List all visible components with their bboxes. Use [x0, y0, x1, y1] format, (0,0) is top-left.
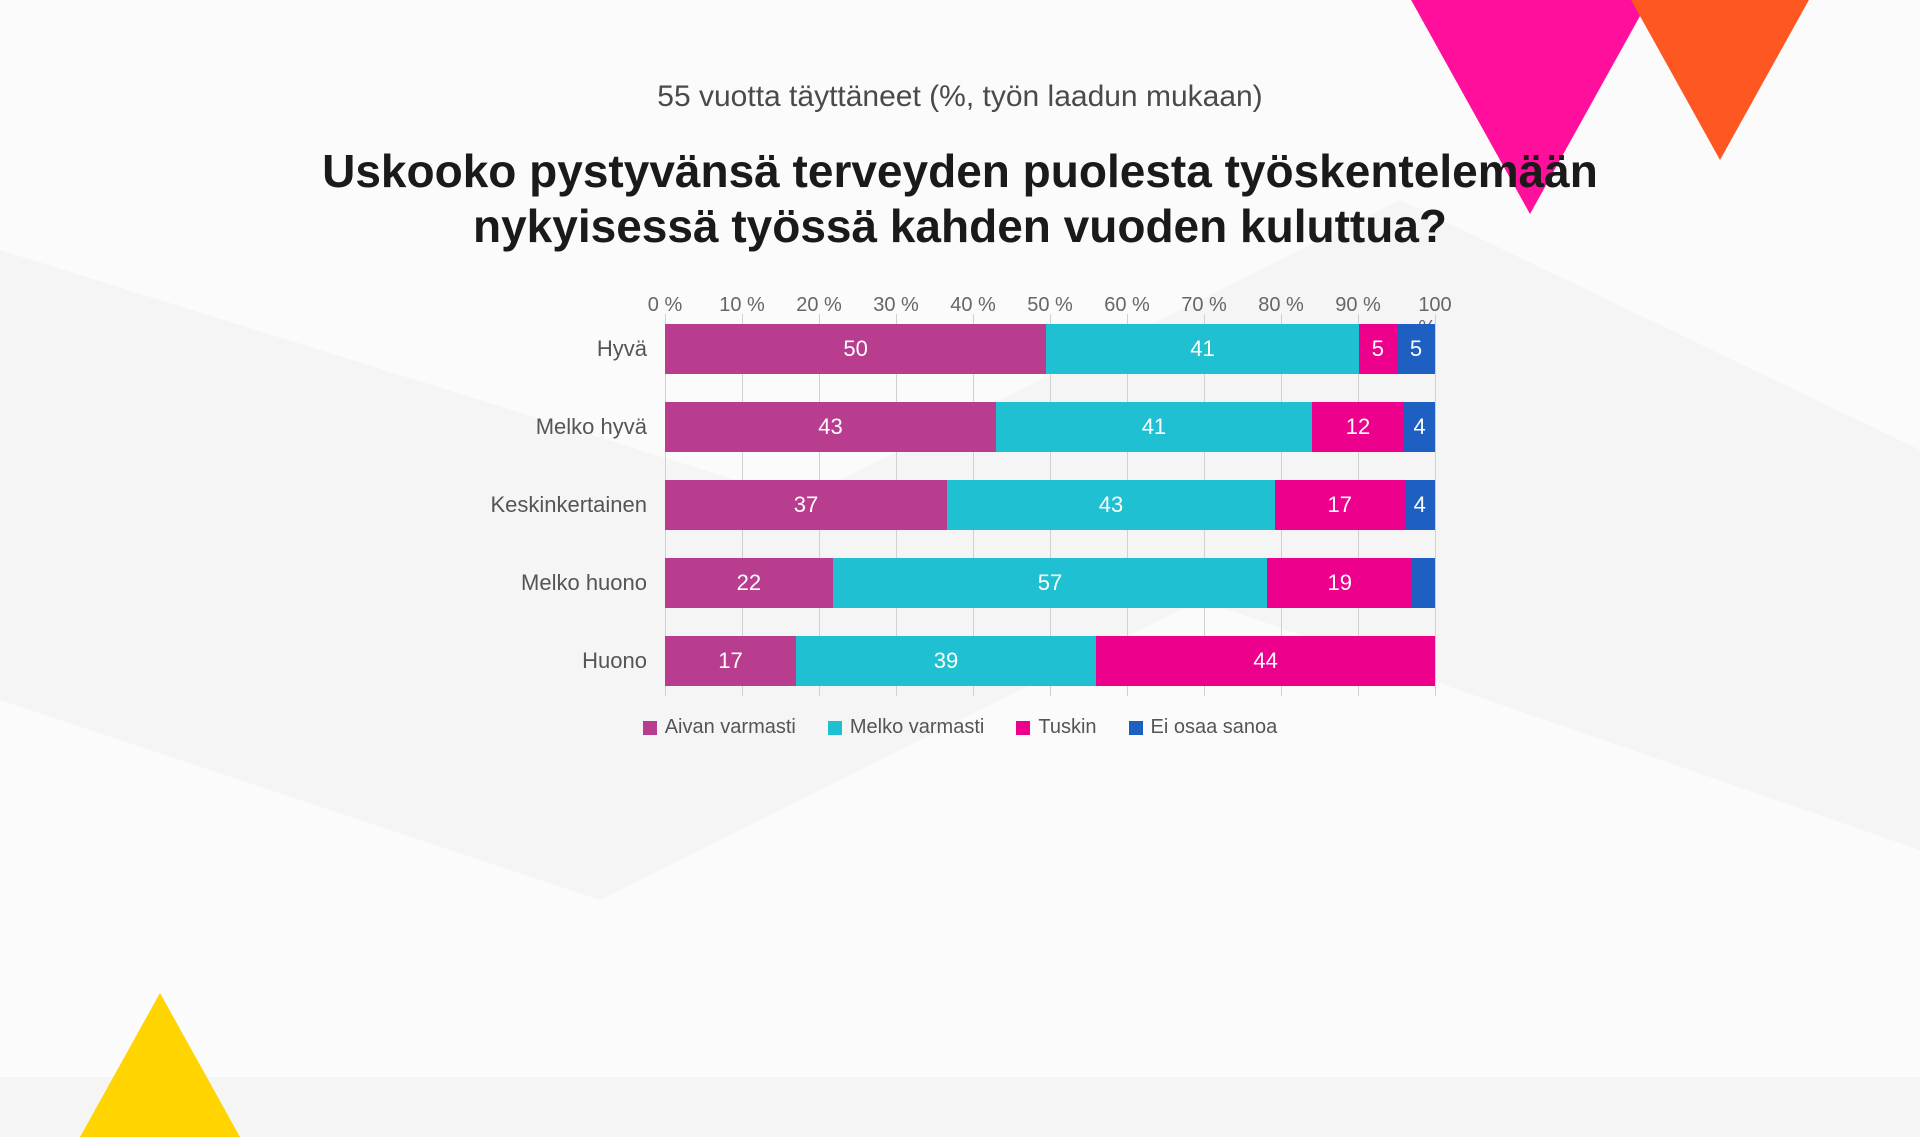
x-axis-tick: 10 %: [719, 294, 765, 317]
chart-row: Hyvä504155: [485, 324, 1435, 374]
x-axis-tick: 60 %: [1104, 294, 1150, 317]
x-axis-tick: 30 %: [873, 294, 919, 317]
row-label: Keskinkertainen: [485, 492, 665, 518]
legend-item: Tuskin: [1016, 716, 1096, 739]
bar-segment: 22: [665, 558, 833, 608]
bar-segment: 43: [947, 480, 1275, 530]
bar-segment: [1412, 558, 1435, 608]
bar-segment: 12: [1312, 402, 1404, 452]
legend-item: Melko varmasti: [828, 716, 984, 739]
bar-segment: 5: [1359, 324, 1397, 374]
bar-segment: 39: [796, 636, 1096, 686]
x-axis-tick: 40 %: [950, 294, 996, 317]
chart-row: Keskinkertainen3743174: [485, 480, 1435, 530]
bar-segment: 19: [1267, 558, 1412, 608]
bar-track: 504155: [665, 324, 1435, 374]
x-axis-tick: 0 %: [648, 294, 682, 317]
bar-segment: 41: [1046, 324, 1359, 374]
row-label: Melko hyvä: [485, 414, 665, 440]
legend-swatch: [1129, 721, 1143, 735]
bar-segment: 4: [1404, 402, 1435, 452]
bar-segment: 41: [996, 402, 1312, 452]
bar-segment: 17: [665, 636, 796, 686]
chart-area: 0 % 10 % 20 % 30 % 40 % 50 % 60 % 70 % 80 % 90 % 1…: [485, 294, 1435, 739]
legend-label: Tuskin: [1038, 716, 1096, 739]
chart-row: Melko huono225719: [485, 558, 1435, 608]
x-axis-tick: 50 %: [1027, 294, 1073, 317]
chart-rows: Hyvä504155Melko hyvä4341124Keskinkertain…: [485, 324, 1435, 686]
legend-swatch: [828, 721, 842, 735]
legend-swatch: [643, 721, 657, 735]
chart-row: Melko hyvä4341124: [485, 402, 1435, 452]
bar-segment: 57: [833, 558, 1268, 608]
legend-item: Ei osaa sanoa: [1129, 716, 1278, 739]
chart-title: Uskooko pystyvänsä terveyden puolesta ty…: [260, 144, 1660, 254]
legend-item: Aivan varmasti: [643, 716, 796, 739]
chart-container: 55 vuotta täyttäneet (%, työn laadun muk…: [0, 0, 1920, 739]
bar-segment: 50: [665, 324, 1046, 374]
legend: Aivan varmasti Melko varmasti Tuskin Ei osa…: [485, 716, 1435, 739]
bar-segment: 17: [1275, 480, 1405, 530]
row-label: Huono: [485, 648, 665, 674]
bar-segment: 37: [665, 480, 947, 530]
bar-track: 3743174: [665, 480, 1435, 530]
bar-segment: 4: [1405, 480, 1436, 530]
x-axis-tick: 20 %: [796, 294, 842, 317]
legend-swatch: [1016, 721, 1030, 735]
x-axis-tick: 70 %: [1181, 294, 1227, 317]
bar-track: 4341124: [665, 402, 1435, 452]
legend-label: Ei osaa sanoa: [1151, 716, 1278, 739]
bar-segment: 44: [1096, 636, 1435, 686]
legend-label: Aivan varmasti: [665, 716, 796, 739]
legend-label: Melko varmasti: [850, 716, 984, 739]
row-label: Melko huono: [485, 570, 665, 596]
bar-track: 173944: [665, 636, 1435, 686]
row-label: Hyvä: [485, 336, 665, 362]
bar-segment: 43: [665, 402, 996, 452]
decor-triangle: [80, 993, 240, 1137]
x-axis-tick: 80 %: [1258, 294, 1304, 317]
gridline: [1435, 314, 1436, 696]
bar-track: 225719: [665, 558, 1435, 608]
bar-segment: 5: [1397, 324, 1435, 374]
chart-row: Huono173944: [485, 636, 1435, 686]
x-axis-tick: 90 %: [1335, 294, 1381, 317]
x-axis: 0 %10 %20 %30 %40 %50 %60 %70 %80 %90 %1…: [665, 294, 1435, 324]
chart-subtitle: 55 vuotta täyttäneet (%, työn laadun muk…: [160, 80, 1760, 114]
